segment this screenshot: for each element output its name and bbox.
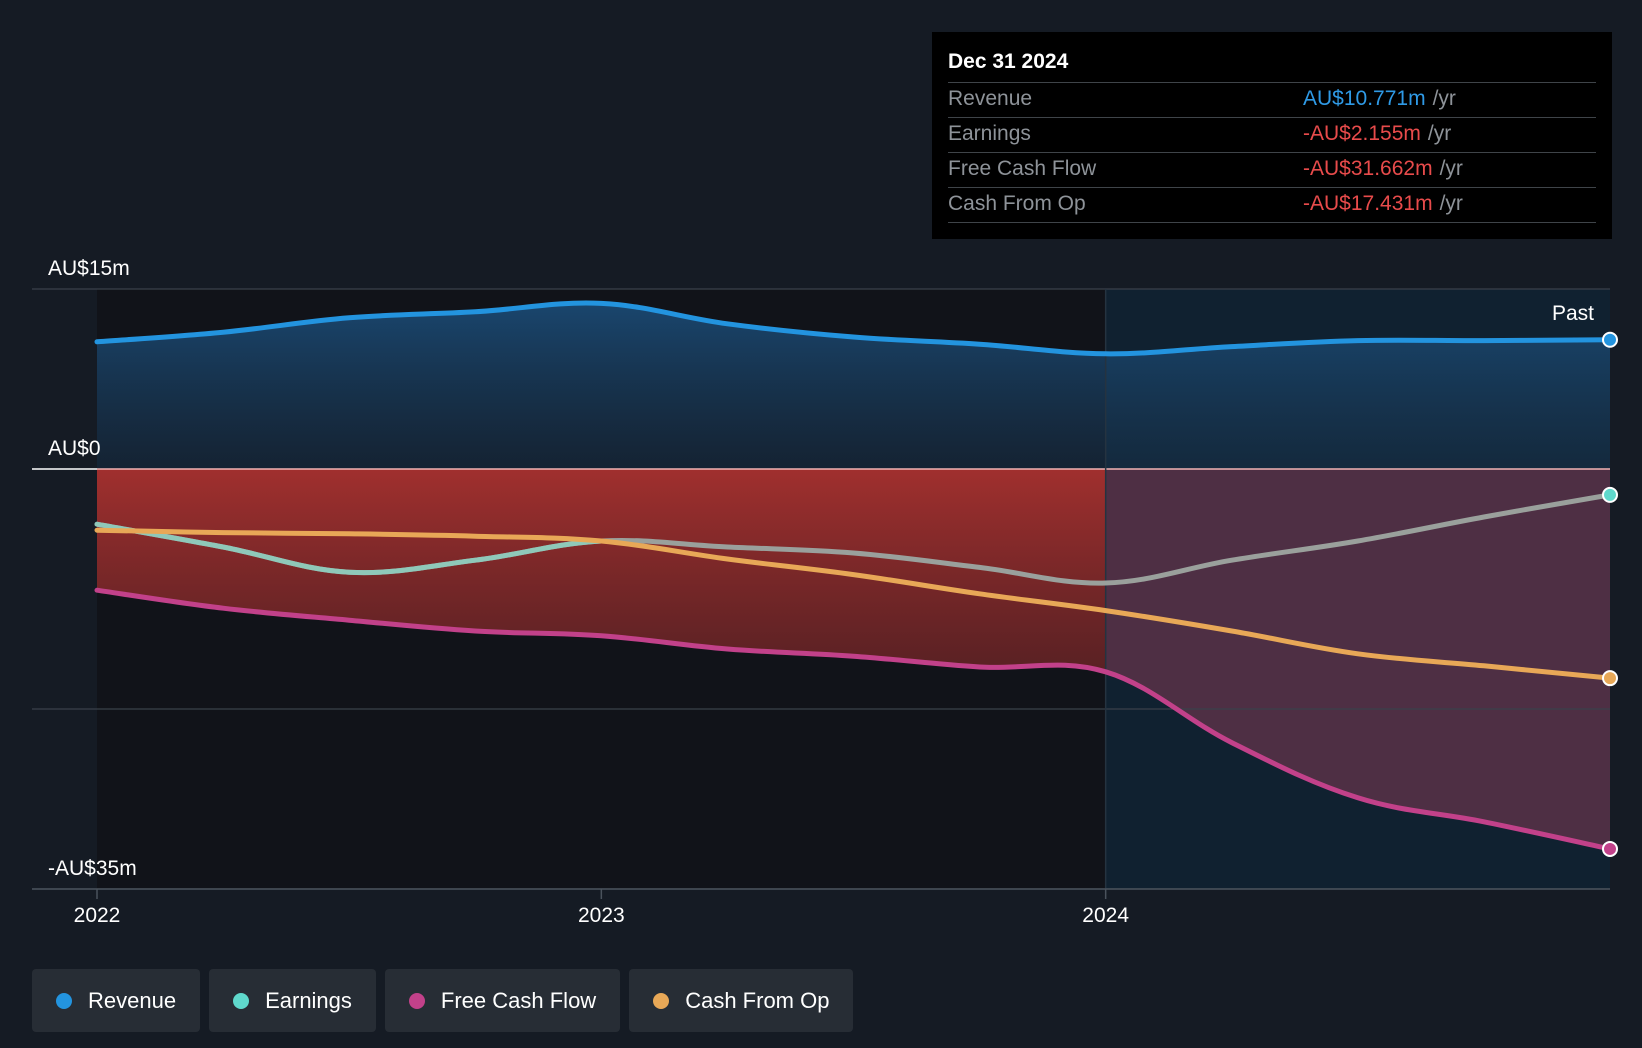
tooltip-date: Dec 31 2024	[948, 50, 1069, 73]
free-cash-flow-line	[94, 587, 1613, 852]
tooltip-unit: /yr	[1427, 122, 1452, 145]
tooltip-value: -AU$2.155m	[1303, 122, 1421, 145]
tooltip-row-revenue: Revenue AU$10.771m /yr	[948, 82, 1596, 117]
free-cash-flow-dot-icon	[408, 992, 425, 1009]
revenue-line	[94, 300, 1613, 357]
data-tooltip: Dec 31 2024 Revenue AU$10.771m /yr Earni…	[932, 32, 1612, 239]
area-fills	[97, 303, 1610, 849]
cash-from-op-dot-icon	[653, 992, 670, 1009]
tooltip-unit: /yr	[1439, 157, 1463, 180]
y-axis-label: AU$0	[48, 437, 101, 460]
revenue-endpoint	[1602, 331, 1618, 348]
cash-from-op-line	[94, 527, 1613, 681]
y-axis-labels: AU$15m AU$0 -AU$35m	[48, 257, 137, 880]
x-tick-label: 2022	[74, 904, 121, 927]
legend-item-free-cash-flow[interactable]: Free Cash Flow	[384, 969, 621, 1032]
tooltip-value: -AU$17.431m	[1303, 192, 1433, 215]
legend-label: Earnings	[265, 987, 352, 1013]
tooltip-label: Free Cash Flow	[948, 157, 1097, 180]
x-tick-label: 2023	[578, 904, 625, 927]
legend: Revenue Earnings Free Cash Flow Cash Fro…	[32, 969, 854, 1032]
y-axis-label: -AU$35m	[48, 857, 137, 880]
legend-item-cash-from-op[interactable]: Cash From Op	[629, 969, 854, 1032]
series-endpoints	[1602, 331, 1618, 857]
y-axis-label: AU$15m	[48, 257, 130, 280]
legend-item-revenue[interactable]: Revenue	[32, 969, 201, 1032]
legend-item-earnings[interactable]: Earnings	[209, 969, 376, 1032]
legend-label: Cash From Op	[685, 987, 830, 1013]
earnings-endpoint	[1602, 486, 1618, 503]
negative-area-recent	[1105, 469, 1610, 849]
revenue-area	[97, 303, 1610, 469]
earnings-line-accent	[94, 521, 602, 576]
legend-label: Free Cash Flow	[440, 987, 597, 1013]
tooltip-row-free-cash-flow: Free Cash Flow -AU$31.662m /yr	[948, 152, 1596, 187]
series-lines	[94, 300, 1613, 852]
tooltip-value: -AU$31.662m	[1303, 157, 1433, 180]
tooltip-unit: /yr	[1439, 192, 1463, 215]
past-label: Past	[1552, 302, 1594, 325]
tooltip-label: Cash From Op	[948, 192, 1086, 215]
negative-area-past	[97, 469, 1106, 672]
tooltip-label: Revenue	[948, 87, 1033, 110]
cash-from-op-endpoint	[1602, 670, 1618, 687]
tooltip-row-cash-from-op: Cash From Op -AU$17.431m /yr	[948, 187, 1596, 223]
free-cash-flow-endpoint	[1602, 840, 1618, 857]
x-axis: 2022 2023 2024	[32, 888, 1610, 927]
x-tick-label: 2024	[1082, 904, 1129, 927]
earnings-dot-icon	[233, 992, 250, 1009]
tooltip-label: Earnings	[948, 122, 1031, 145]
legend-label: Revenue	[88, 987, 177, 1013]
revenue-dot-icon	[56, 992, 72, 1009]
tooltip-unit: /yr	[1432, 87, 1456, 110]
tooltip-row-earnings: Earnings -AU$2.155m /yr	[948, 117, 1596, 152]
tooltip-value: AU$10.771m	[1303, 87, 1426, 110]
